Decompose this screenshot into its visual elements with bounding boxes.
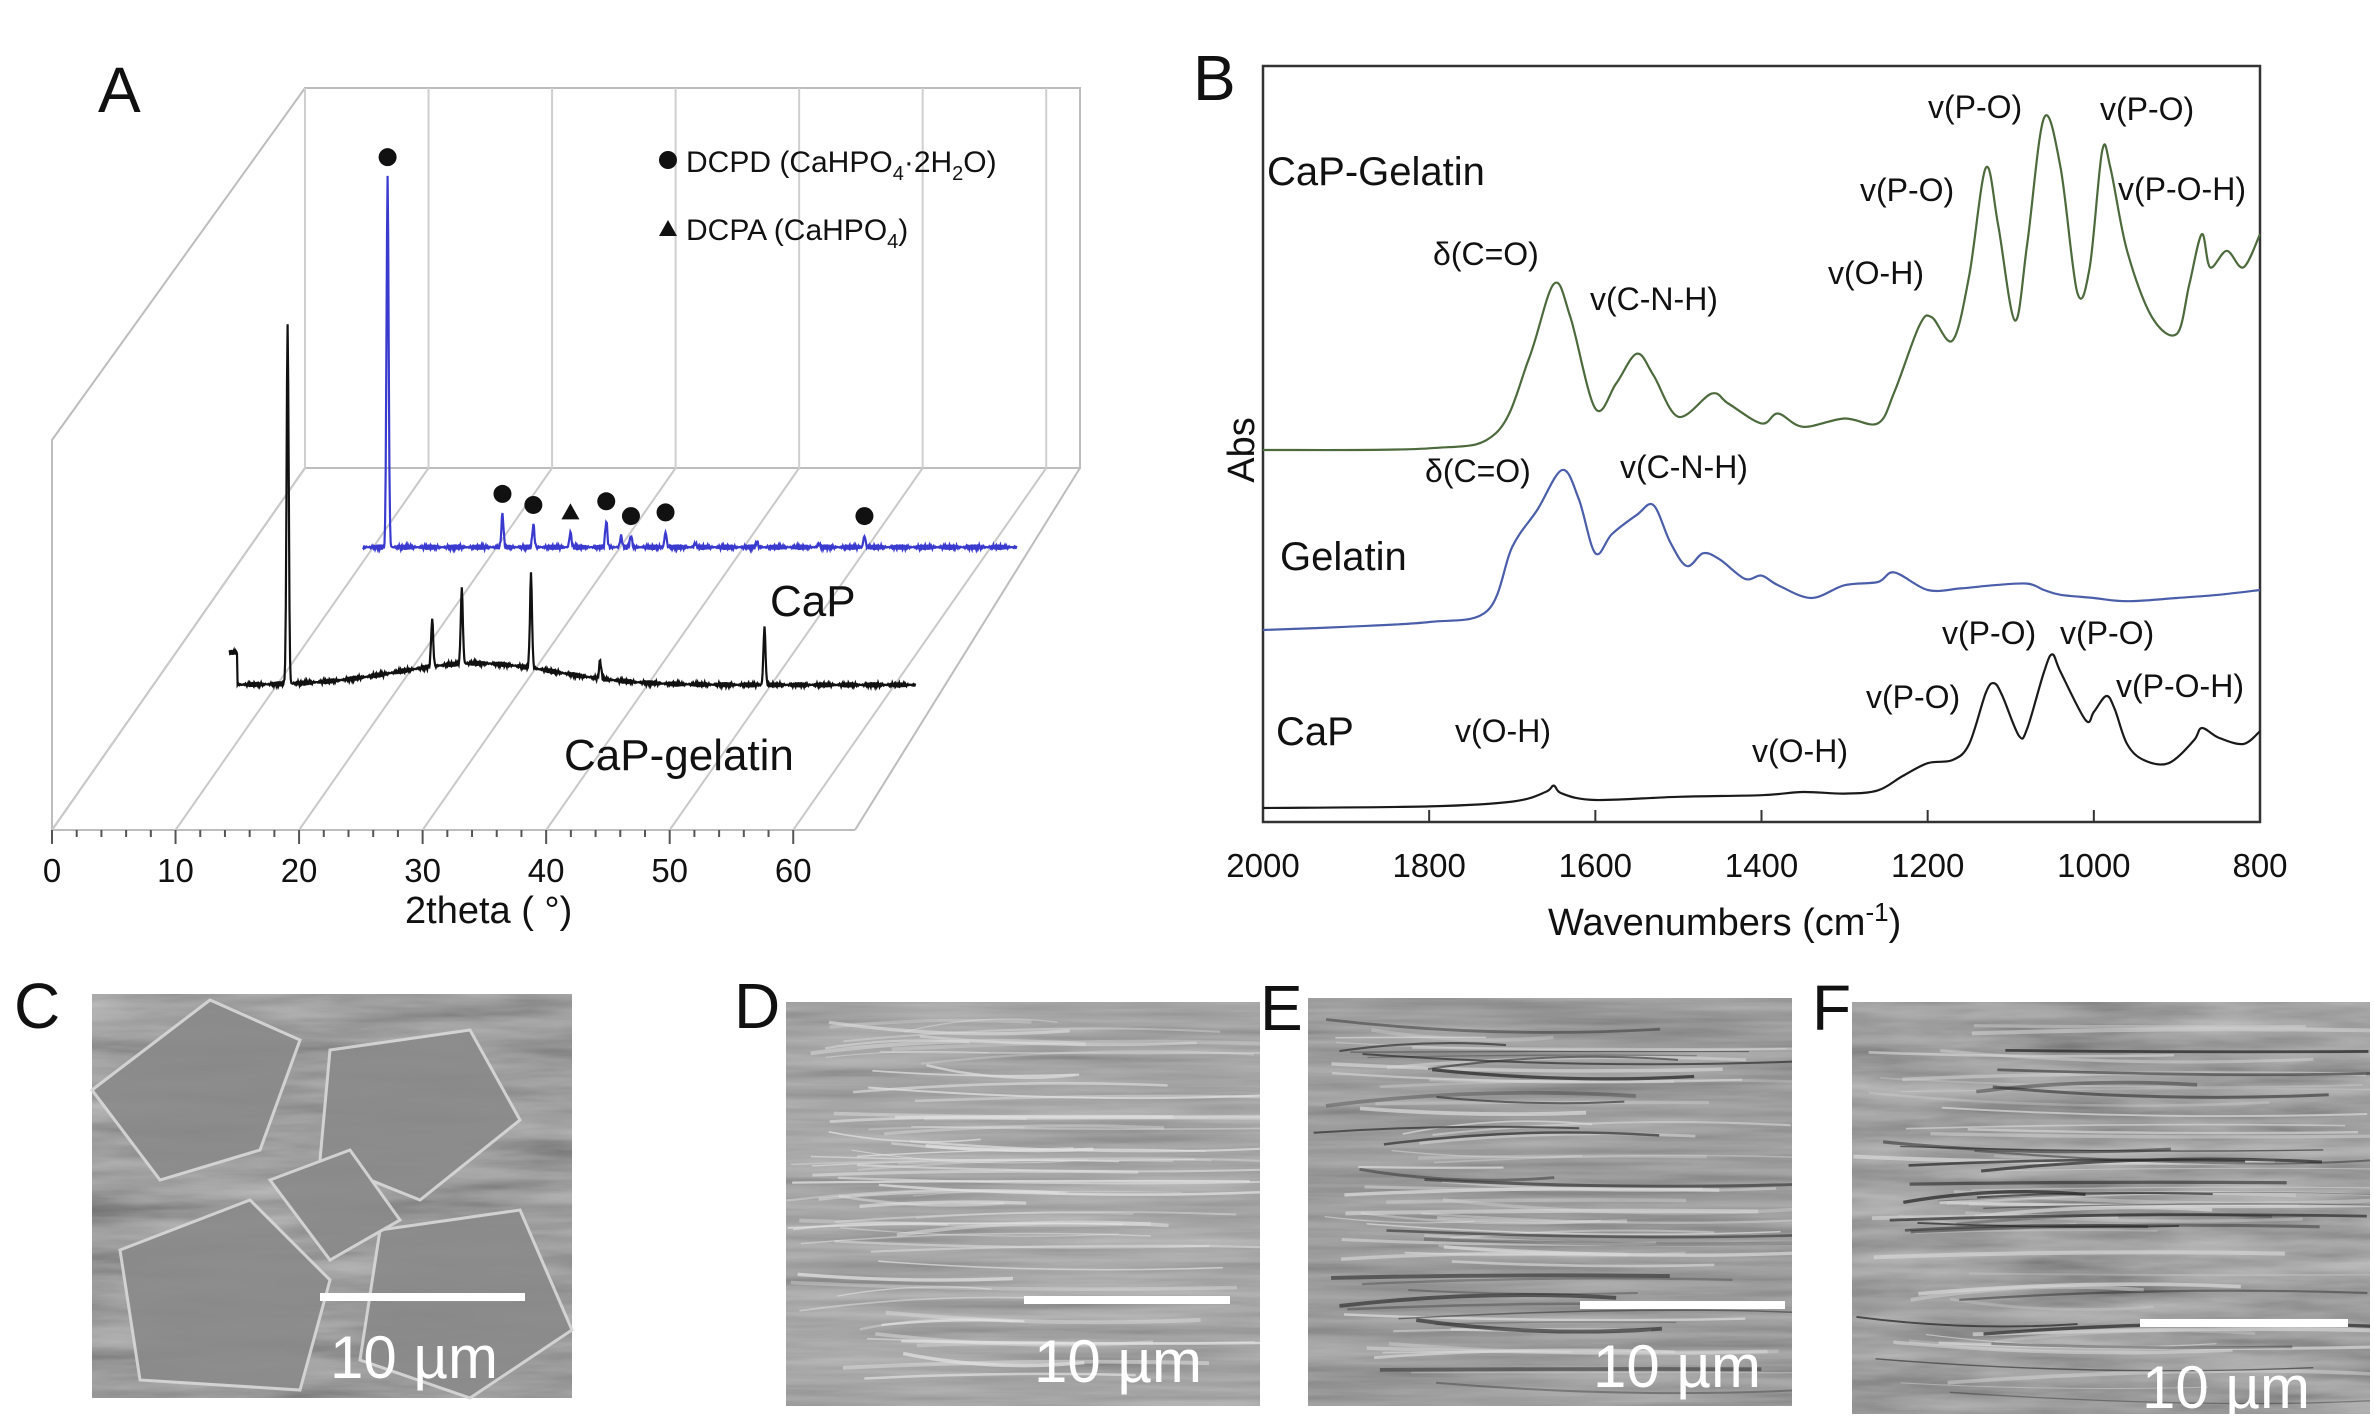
- depth-gridline: [421, 467, 677, 831]
- ftir-series-label-cap-gelatin: CaP-Gelatin: [1267, 150, 1485, 194]
- ann-cg-cnh: v(C-N-H): [1590, 281, 1718, 317]
- ann-cap-po-2: v(P-O): [1942, 615, 2036, 651]
- x-tick-label: 2000: [1226, 847, 1299, 884]
- ann-cg-oh: v(O-H): [1828, 255, 1924, 291]
- floor-right-edge: [854, 467, 1081, 831]
- ann-cap-poh: v(P-O-H): [2116, 668, 2244, 704]
- ftir-y-axis-title: Abs: [1221, 417, 1263, 482]
- dcpd-peak-marker: [656, 503, 675, 522]
- dcpd-peak-marker: [524, 495, 543, 514]
- xrd-series: [228, 148, 1018, 692]
- x-tick-label: 1400: [1725, 847, 1798, 884]
- legend-circle-marker: [659, 151, 677, 169]
- x-tick-label: 50: [651, 852, 688, 889]
- ftir-series: [1262, 114, 2261, 810]
- ann-cg-poh: v(P-O-H): [2118, 171, 2246, 207]
- x-tick-label: 1200: [1891, 847, 1964, 884]
- ann-gel-cnh: v(C-N-H): [1620, 449, 1748, 485]
- depth-gridline: [668, 467, 924, 831]
- sem-panel-d: D 10 µm: [734, 970, 1261, 1406]
- ann-cg-po-1: v(P-O): [1860, 172, 1954, 208]
- ftir-series-label-gelatin: Gelatin: [1280, 535, 1407, 579]
- depth-gridline: [298, 467, 553, 831]
- ftir-x-axis-title: Wavenumbers (cm-1): [1548, 897, 1901, 944]
- panel-letter-e: E: [1260, 972, 1303, 1044]
- ann-cap-oh-2: v(O-H): [1752, 733, 1848, 769]
- x-tick-label: 1000: [2057, 847, 2130, 884]
- dcpa-peak-marker: [561, 503, 580, 520]
- sem-streaks: [786, 1018, 1261, 1380]
- x-tick-label: 0: [43, 852, 61, 889]
- scale-bar-label-e: 10 µm: [1593, 1333, 1761, 1400]
- x-tick-label: 10: [157, 852, 194, 889]
- dcpd-peak-marker: [493, 484, 512, 503]
- dcpd-peak-marker: [621, 507, 640, 526]
- panel-letter-d: D: [734, 970, 780, 1042]
- xrd-trace-cap: [362, 175, 1018, 554]
- ann-cap-po-3: v(P-O): [2060, 615, 2154, 651]
- xrd-x-axis-title: 2theta ( °): [405, 890, 572, 932]
- ftir-trace-cap-gelatin: [1262, 114, 2261, 452]
- panel-letter-b: B: [1193, 42, 1236, 114]
- sem-streaks: [1313, 1018, 1793, 1395]
- x-tick-label: 1800: [1392, 847, 1465, 884]
- xrd-grid: [51, 88, 1048, 831]
- xrd-3d-frame: [51, 87, 1081, 831]
- ftir-trace-gelatin: [1262, 468, 2261, 632]
- back-wall: [304, 87, 1081, 469]
- scale-bar-label-f: 10 µm: [2142, 1354, 2310, 1421]
- ann-cg-po-3: v(P-O): [2100, 91, 2194, 127]
- ftir-panel: B 2000 1800 1600 1400 1200 1000 800 Abs Wavenu…: [1193, 42, 2288, 944]
- xrd-trace-cap-gelatin: [228, 324, 917, 692]
- series-label-cap: CaP: [770, 577, 856, 626]
- legend-dcpd-label: DCPD (CaHPO4·2H2O): [686, 146, 997, 185]
- ann-cg-co: δ(C=O): [1433, 236, 1539, 272]
- x-tick-label: 20: [281, 852, 318, 889]
- depth-gridline: [792, 467, 1048, 831]
- x-tick-label: 60: [775, 852, 812, 889]
- panel-letter-a: A: [98, 54, 141, 126]
- dcpd-peak-marker: [597, 492, 616, 511]
- depth-gridline: [545, 467, 800, 831]
- x-tick-label: 1600: [1559, 847, 1632, 884]
- sem-panel-f: F 10 µm: [1812, 972, 2371, 1421]
- sem-panel-c: C 10 µm: [14, 970, 574, 1400]
- xrd-panel: A 0 10 20 30 40 50 60 2theta ( °) DCPD (CaHPO4…: [43, 54, 1081, 932]
- depth-gridline: [174, 467, 430, 831]
- panel-letter-c: C: [14, 970, 60, 1042]
- scale-bar-label-d: 10 µm: [1034, 1328, 1202, 1395]
- ftir-x-ticks: 2000 1800 1600 1400 1200 1000 800: [1226, 810, 2288, 884]
- ftir-trace-cap: [1262, 653, 2261, 810]
- dcpd-peak-marker: [378, 148, 397, 167]
- depth-gridline: [51, 467, 306, 831]
- ftir-series-label-cap: CaP: [1276, 710, 1354, 754]
- sem-streaks: [1324, 1028, 1793, 1374]
- x-tick-label: 800: [2232, 847, 2287, 884]
- series-label-cap-gelatin: CaP-gelatin: [564, 731, 794, 780]
- xrd-legend: DCPD (CaHPO4·2H2O) DCPA (CaHPO4): [659, 146, 997, 253]
- scale-bar-label-c: 10 µm: [330, 1324, 498, 1391]
- ann-cap-oh-1: v(O-H): [1455, 713, 1551, 749]
- dcpd-peak-marker: [855, 507, 874, 526]
- ann-cap-po-1: v(P-O): [1866, 679, 1960, 715]
- x-tick-label: 40: [528, 852, 565, 889]
- legend-triangle-marker: [659, 220, 677, 236]
- legend-dcpa-label: DCPA (CaHPO4): [686, 214, 908, 253]
- panel-letter-f: F: [1812, 972, 1851, 1044]
- x-tick-label: 30: [404, 852, 441, 889]
- ann-gel-co: δ(C=O): [1425, 453, 1531, 489]
- sem-panel-e: E 10 µm: [1260, 972, 1793, 1406]
- ann-cg-po-2: v(P-O): [1928, 89, 2022, 125]
- sem-flakes-c: [89, 998, 574, 1400]
- xrd-x-ticks: 0 10 20 30 40 50 60: [43, 830, 812, 889]
- left-wall-edge: [51, 87, 306, 830]
